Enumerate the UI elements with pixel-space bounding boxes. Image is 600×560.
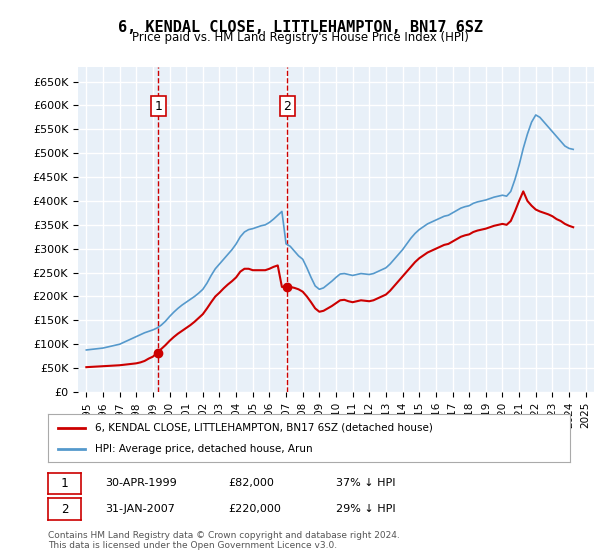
Text: 37% ↓ HPI: 37% ↓ HPI [336, 478, 395, 488]
Text: 6, KENDAL CLOSE, LITTLEHAMPTON, BN17 6SZ (detached house): 6, KENDAL CLOSE, LITTLEHAMPTON, BN17 6SZ… [95, 423, 433, 433]
Text: Price paid vs. HM Land Registry's House Price Index (HPI): Price paid vs. HM Land Registry's House … [131, 31, 469, 44]
Text: 1: 1 [61, 477, 68, 490]
Text: 6, KENDAL CLOSE, LITTLEHAMPTON, BN17 6SZ: 6, KENDAL CLOSE, LITTLEHAMPTON, BN17 6SZ [118, 20, 482, 35]
Text: 1: 1 [154, 100, 163, 113]
Text: £220,000: £220,000 [228, 504, 281, 514]
Text: HPI: Average price, detached house, Arun: HPI: Average price, detached house, Arun [95, 444, 313, 454]
Text: 2: 2 [283, 100, 292, 113]
Text: 29% ↓ HPI: 29% ↓ HPI [336, 504, 395, 514]
Text: £82,000: £82,000 [228, 478, 274, 488]
Text: 30-APR-1999: 30-APR-1999 [105, 478, 177, 488]
Text: Contains HM Land Registry data © Crown copyright and database right 2024.
This d: Contains HM Land Registry data © Crown c… [48, 531, 400, 550]
Text: 2: 2 [61, 502, 68, 516]
Text: 31-JAN-2007: 31-JAN-2007 [105, 504, 175, 514]
